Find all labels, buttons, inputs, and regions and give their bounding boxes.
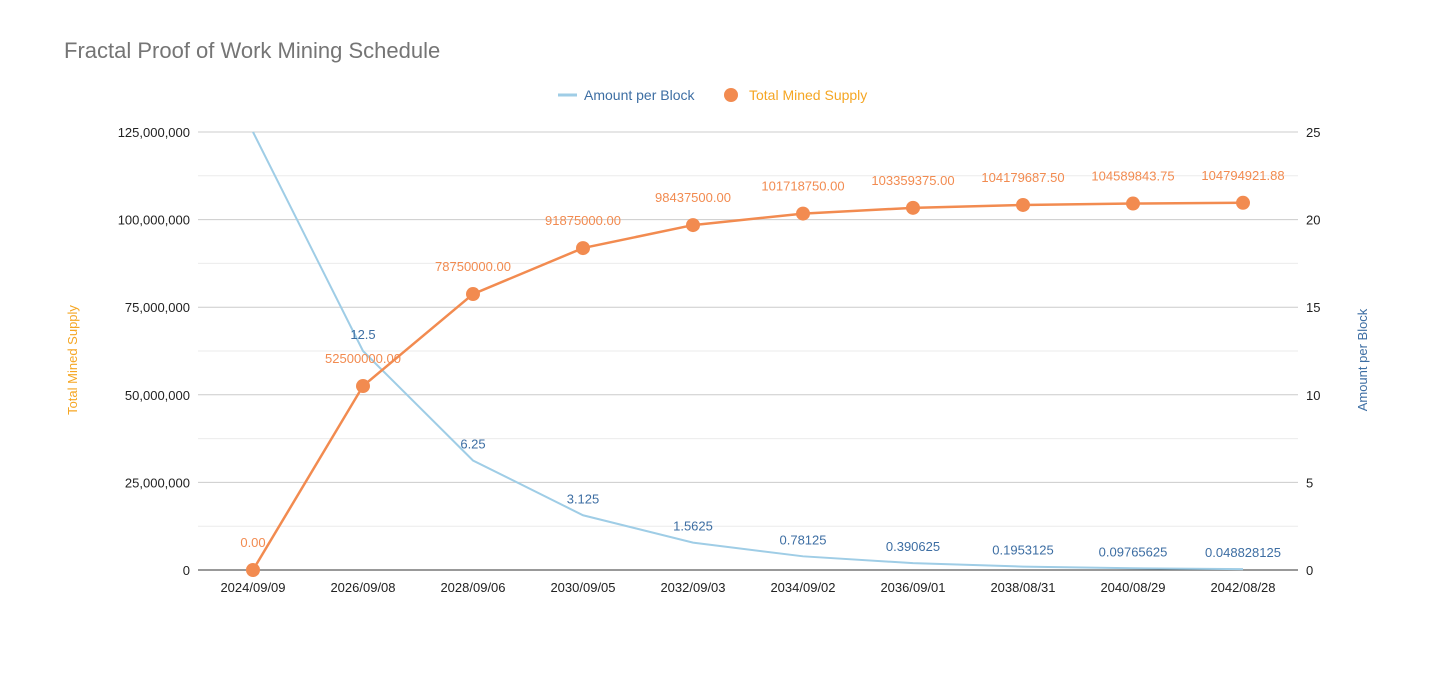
total-mined-supply-label: 78750000.00 — [435, 259, 511, 274]
right-tick-label: 0 — [1306, 563, 1313, 578]
legend-marker-total-mined-supply — [724, 88, 738, 102]
amount-per-block-label: 6.25 — [460, 437, 485, 452]
legend-label-amount-per-block: Amount per Block — [584, 87, 695, 103]
left-tick-label: 50,000,000 — [125, 388, 190, 403]
right-tick-label: 15 — [1306, 300, 1320, 315]
data-labels: 12.5 6.25 3.125 1.5625 0.78125 0.390625 0.1953… — [240, 168, 1284, 560]
total-mined-supply-label: 104794921.88 — [1201, 168, 1284, 183]
total-mined-supply-point[interactable] — [686, 218, 700, 233]
left-axis-ticks: 0 25,000,000 50,000,000 75,000,000 100,000,0… — [118, 125, 190, 578]
total-mined-supply-label: 0.00 — [240, 535, 265, 550]
x-axis-ticks: 2024/09/09 2026/09/08 2028/09/06 2030/09/05… — [220, 580, 1275, 595]
total-mined-supply-point[interactable] — [356, 379, 370, 394]
x-tick-label: 2028/09/06 — [440, 580, 505, 595]
total-mined-supply-label: 104179687.50 — [981, 170, 1064, 185]
series-line-total-mined-supply — [251, 201, 1244, 571]
total-mined-supply-label: 104589843.75 — [1091, 169, 1174, 184]
total-mined-supply-point[interactable] — [576, 241, 590, 256]
amount-per-block-label: 0.390625 — [886, 539, 940, 554]
total-mined-supply-point[interactable] — [796, 206, 810, 221]
x-tick-label: 2036/09/01 — [880, 580, 945, 595]
legend-label-total-mined-supply: Total Mined Supply — [749, 87, 867, 103]
right-tick-label: 10 — [1306, 388, 1320, 403]
right-axis-title: Amount per Block — [1355, 308, 1370, 411]
total-mined-supply-point[interactable] — [906, 200, 920, 215]
total-mined-supply-point[interactable] — [246, 563, 260, 577]
x-tick-label: 2030/09/05 — [550, 580, 615, 595]
total-mined-supply-label: 98437500.00 — [655, 190, 731, 205]
left-tick-label: 75,000,000 — [125, 300, 190, 315]
x-tick-label: 2026/09/08 — [330, 580, 395, 595]
amount-per-block-label: 12.5 — [350, 327, 375, 342]
right-tick-label: 25 — [1306, 125, 1320, 140]
series-layer — [246, 131, 1250, 577]
total-mined-supply-point[interactable] — [1126, 196, 1140, 211]
right-tick-label: 20 — [1306, 213, 1320, 228]
x-tick-label: 2034/09/02 — [770, 580, 835, 595]
amount-per-block-label: 0.09765625 — [1099, 544, 1168, 559]
x-tick-label: 2042/08/28 — [1210, 580, 1275, 595]
left-tick-label: 25,000,000 — [125, 475, 190, 490]
chart-legend[interactable]: Amount per Block Total Mined Supply — [558, 87, 867, 103]
left-tick-label: 0 — [183, 563, 190, 578]
amount-per-block-label: 0.1953125 — [992, 543, 1053, 558]
x-tick-label: 2038/08/31 — [990, 580, 1055, 595]
amount-per-block-label: 0.78125 — [780, 532, 827, 547]
total-mined-supply-point[interactable] — [1236, 195, 1250, 210]
total-mined-supply-label: 91875000.00 — [545, 213, 621, 228]
left-tick-label: 125,000,000 — [118, 125, 190, 140]
x-tick-label: 2032/09/03 — [660, 580, 725, 595]
series-line-amount-per-block — [252, 131, 1244, 571]
total-mined-supply-point[interactable] — [1016, 197, 1030, 212]
amount-per-block-label: 1.5625 — [673, 519, 713, 534]
gridlines — [198, 131, 1298, 571]
left-axis-title: Total Mined Supply — [65, 305, 80, 415]
left-tick-label: 100,000,000 — [118, 213, 190, 228]
total-mined-supply-label: 103359375.00 — [871, 173, 954, 188]
x-tick-label: 2040/08/29 — [1100, 580, 1165, 595]
amount-per-block-label: 3.125 — [567, 491, 600, 506]
total-mined-supply-label: 101718750.00 — [761, 179, 844, 194]
right-axis-ticks: 0 5 10 15 20 25 — [1306, 125, 1320, 578]
chart-title: Fractal Proof of Work Mining Schedule — [64, 38, 440, 63]
total-mined-supply-label: 52500000.00 — [325, 351, 401, 366]
right-tick-label: 5 — [1306, 475, 1313, 490]
amount-per-block-label: 0.048828125 — [1205, 545, 1281, 560]
total-mined-supply-point[interactable] — [466, 287, 480, 302]
x-tick-label: 2024/09/09 — [220, 580, 285, 595]
